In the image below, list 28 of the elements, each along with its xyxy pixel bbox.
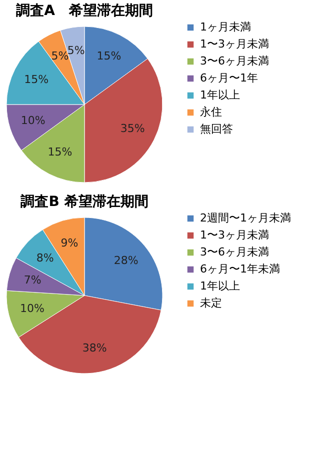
legend-label: 3〜6ヶ月未満 [200,54,269,68]
chart-title: 調査A 希望滞在期間 [16,2,153,19]
chart-title: 調査B 希望滞在期間 [20,193,148,210]
legend-label: 1ヶ月未満 [200,20,251,34]
data-label: 5% [67,44,85,58]
data-label: 10% [20,302,44,315]
legend-label: 6ヶ月〜1年未満 [200,262,280,276]
legend-label: 6ヶ月〜1年 [200,72,258,84]
data-label: 8% [36,252,54,265]
data-label: 15% [96,49,122,62]
legend-label: 1〜3ヶ月未満 [200,38,269,50]
data-label: 28% [114,254,138,268]
legend-label: 1年以上 [200,88,240,102]
legend-label: 無回答 [200,122,233,136]
data-label: 10% [20,114,46,128]
legend-label: 1〜3ヶ月未満 [200,228,269,242]
data-label: 15% [48,146,72,159]
legend-label: 1年以上 [200,280,240,292]
data-label: 9% [60,236,78,250]
legend-label: 永住 [200,106,222,118]
data-label: 15% [24,72,49,86]
legend-label: 未定 [200,296,222,310]
legend-label: 2週間〜1ヶ月未満 [200,212,291,224]
data-label: 7% [24,273,42,286]
data-label: 5% [51,49,69,62]
legend-label: 3〜6ヶ月未満 [200,246,269,258]
data-label: 35% [120,122,145,136]
data-label: 38% [82,342,107,355]
